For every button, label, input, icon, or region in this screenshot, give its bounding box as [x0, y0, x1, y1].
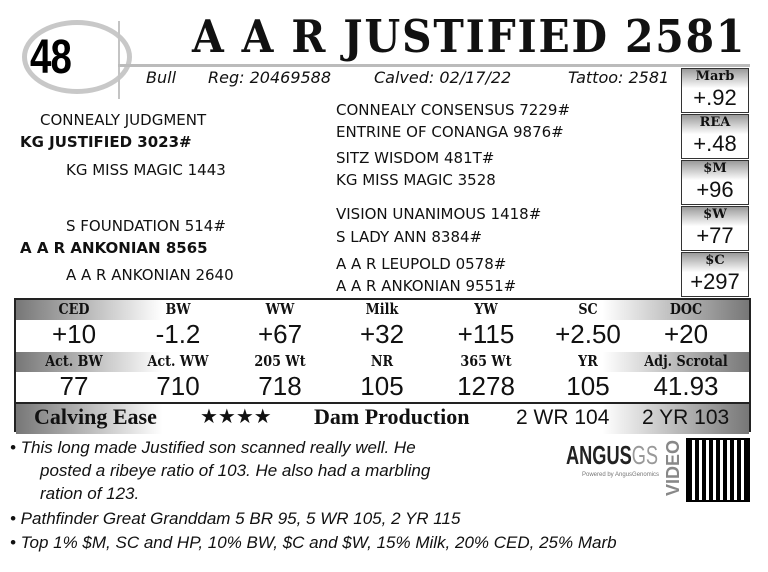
dam-dam: A A R ANKONIAN 2640	[66, 266, 234, 284]
epd-box-rea: REA +.48	[681, 114, 749, 159]
epd-header-band	[16, 300, 749, 320]
calving-ease-label: Calving Ease	[34, 404, 157, 429]
sex: Bull	[146, 68, 177, 87]
epds-value: +115	[457, 319, 515, 349]
tattoo: Tattoo: 2581	[568, 68, 670, 87]
angus-gs-logo: ANGUSGS	[566, 440, 658, 470]
pedigree-ancestor: A A R LEUPOLD 0578#	[336, 255, 507, 273]
epds-value: +2.50	[555, 319, 621, 349]
registration: Reg: 20469588	[208, 68, 332, 87]
pedigree-ancestor: ENTRINE OF CONANGA 9876#	[336, 123, 564, 141]
epds-label: WW	[265, 300, 295, 318]
actuals-label: NR	[370, 352, 394, 370]
actuals-value: 105	[566, 371, 610, 401]
note-line: • Top 1% $M, SC and HP, 10% BW, $C and $…	[10, 533, 617, 552]
logo-ring	[22, 20, 132, 94]
actuals-label: Adj. Scrotal	[644, 352, 728, 370]
actuals-label: Act. BW	[45, 352, 103, 370]
sire-sire: CONNEALY JUDGMENT	[40, 111, 207, 129]
epd-value: +77	[696, 223, 734, 248]
epd-box-m: $M +96	[681, 160, 749, 205]
lot-number: 48	[30, 31, 72, 84]
pedigree-ancestor: A A R ANKONIAN 9551#	[336, 277, 517, 295]
epd-box-c: $C +297	[681, 252, 749, 297]
actuals-value: 1278	[457, 371, 515, 401]
note-line: • This long made Justified son scanned r…	[10, 438, 416, 457]
pedigree-ancestor: CONNEALY CONSENSUS 7229#	[336, 101, 571, 119]
epd-box-w: $W +77	[681, 206, 749, 251]
animal-name: A A R JUSTIFIED 2581	[192, 10, 747, 63]
dam-production-label: Dam Production	[314, 404, 470, 429]
epds-label: SC	[578, 300, 598, 318]
dam-production-wr: 2 WR 104	[516, 406, 610, 429]
actuals-label: YR	[578, 352, 598, 370]
epd-label: Marb	[695, 69, 735, 84]
dam-production-yr: 2 YR 103	[642, 406, 730, 429]
actuals-value: 710	[156, 371, 200, 401]
epd-value: +.92	[693, 85, 737, 110]
performance-table: CED +10 BW -1.2 WW +67 Milk +32 YW +115 SC +2.50 DOC…	[14, 298, 751, 434]
epds-label: DOC	[669, 300, 703, 318]
actuals-value: 718	[258, 371, 302, 401]
actuals-header-band	[16, 352, 749, 372]
epds-label: CED	[58, 300, 90, 318]
actuals-value: 77	[59, 371, 89, 401]
epds-value: -1.2	[155, 319, 201, 349]
actuals-label: Act. WW	[147, 352, 209, 370]
actuals-value: 41.93	[653, 371, 719, 401]
sire: KG JUSTIFIED 3023#	[20, 133, 192, 151]
note-line: ration of 123.	[40, 484, 140, 503]
pedigree-ancestor: KG MISS MAGIC 3528	[336, 171, 496, 189]
epds-value: +20	[663, 319, 709, 349]
epds-value: +32	[359, 319, 405, 349]
logo-line	[118, 21, 120, 99]
calved-date: Calved: 02/17/22	[374, 68, 512, 87]
epd-value: +.48	[693, 131, 737, 156]
angus-logo-tagline: Powered by AngusGenomics	[582, 472, 660, 478]
actuals-label: 205 Wt	[254, 352, 306, 370]
sire-dam: KG MISS MAGIC 1443	[66, 161, 226, 179]
pedigree-ancestor: SITZ WISDOM 481T#	[336, 149, 495, 167]
epd-label: $C	[705, 253, 725, 268]
epds-value: +67	[257, 319, 303, 349]
epds-label: BW	[165, 300, 191, 318]
note-line: • Pathfinder Great Granddam 5 BR 95, 5 W…	[10, 509, 461, 528]
actuals-value: 105	[360, 371, 404, 401]
epds-value: +10	[51, 319, 97, 349]
video-label: VIDEO	[663, 439, 683, 496]
video-qr-code[interactable]	[686, 438, 750, 502]
note-line: posted a ribeye ratio of 103. He also ha…	[40, 461, 431, 480]
epd-box-marb: Marb +.92	[681, 68, 749, 113]
title-rule	[118, 64, 750, 67]
pedigree-ancestor: S LADY ANN 8384#	[336, 228, 483, 246]
epds-label: YW	[474, 300, 498, 318]
epd-label: REA	[699, 115, 731, 130]
pedigree-ancestor: VISION UNANIMOUS 1418#	[336, 205, 542, 223]
angus-logo-suffix: GS	[631, 440, 659, 470]
epd-value: +96	[696, 177, 734, 202]
dam: A A R ANKONIAN 8565	[20, 239, 208, 257]
epds-label: Milk	[365, 300, 399, 318]
bottom-band	[16, 402, 749, 434]
actuals-label: 365 Wt	[460, 352, 512, 370]
epd-label: $W	[703, 207, 727, 222]
epd-label: $M	[703, 161, 727, 176]
angus-logo-text: ANGUS	[566, 440, 632, 470]
calving-ease-stars: ★★★★	[200, 404, 272, 428]
epd-value: +297	[690, 269, 740, 294]
dam-sire: S FOUNDATION 514#	[66, 217, 226, 235]
